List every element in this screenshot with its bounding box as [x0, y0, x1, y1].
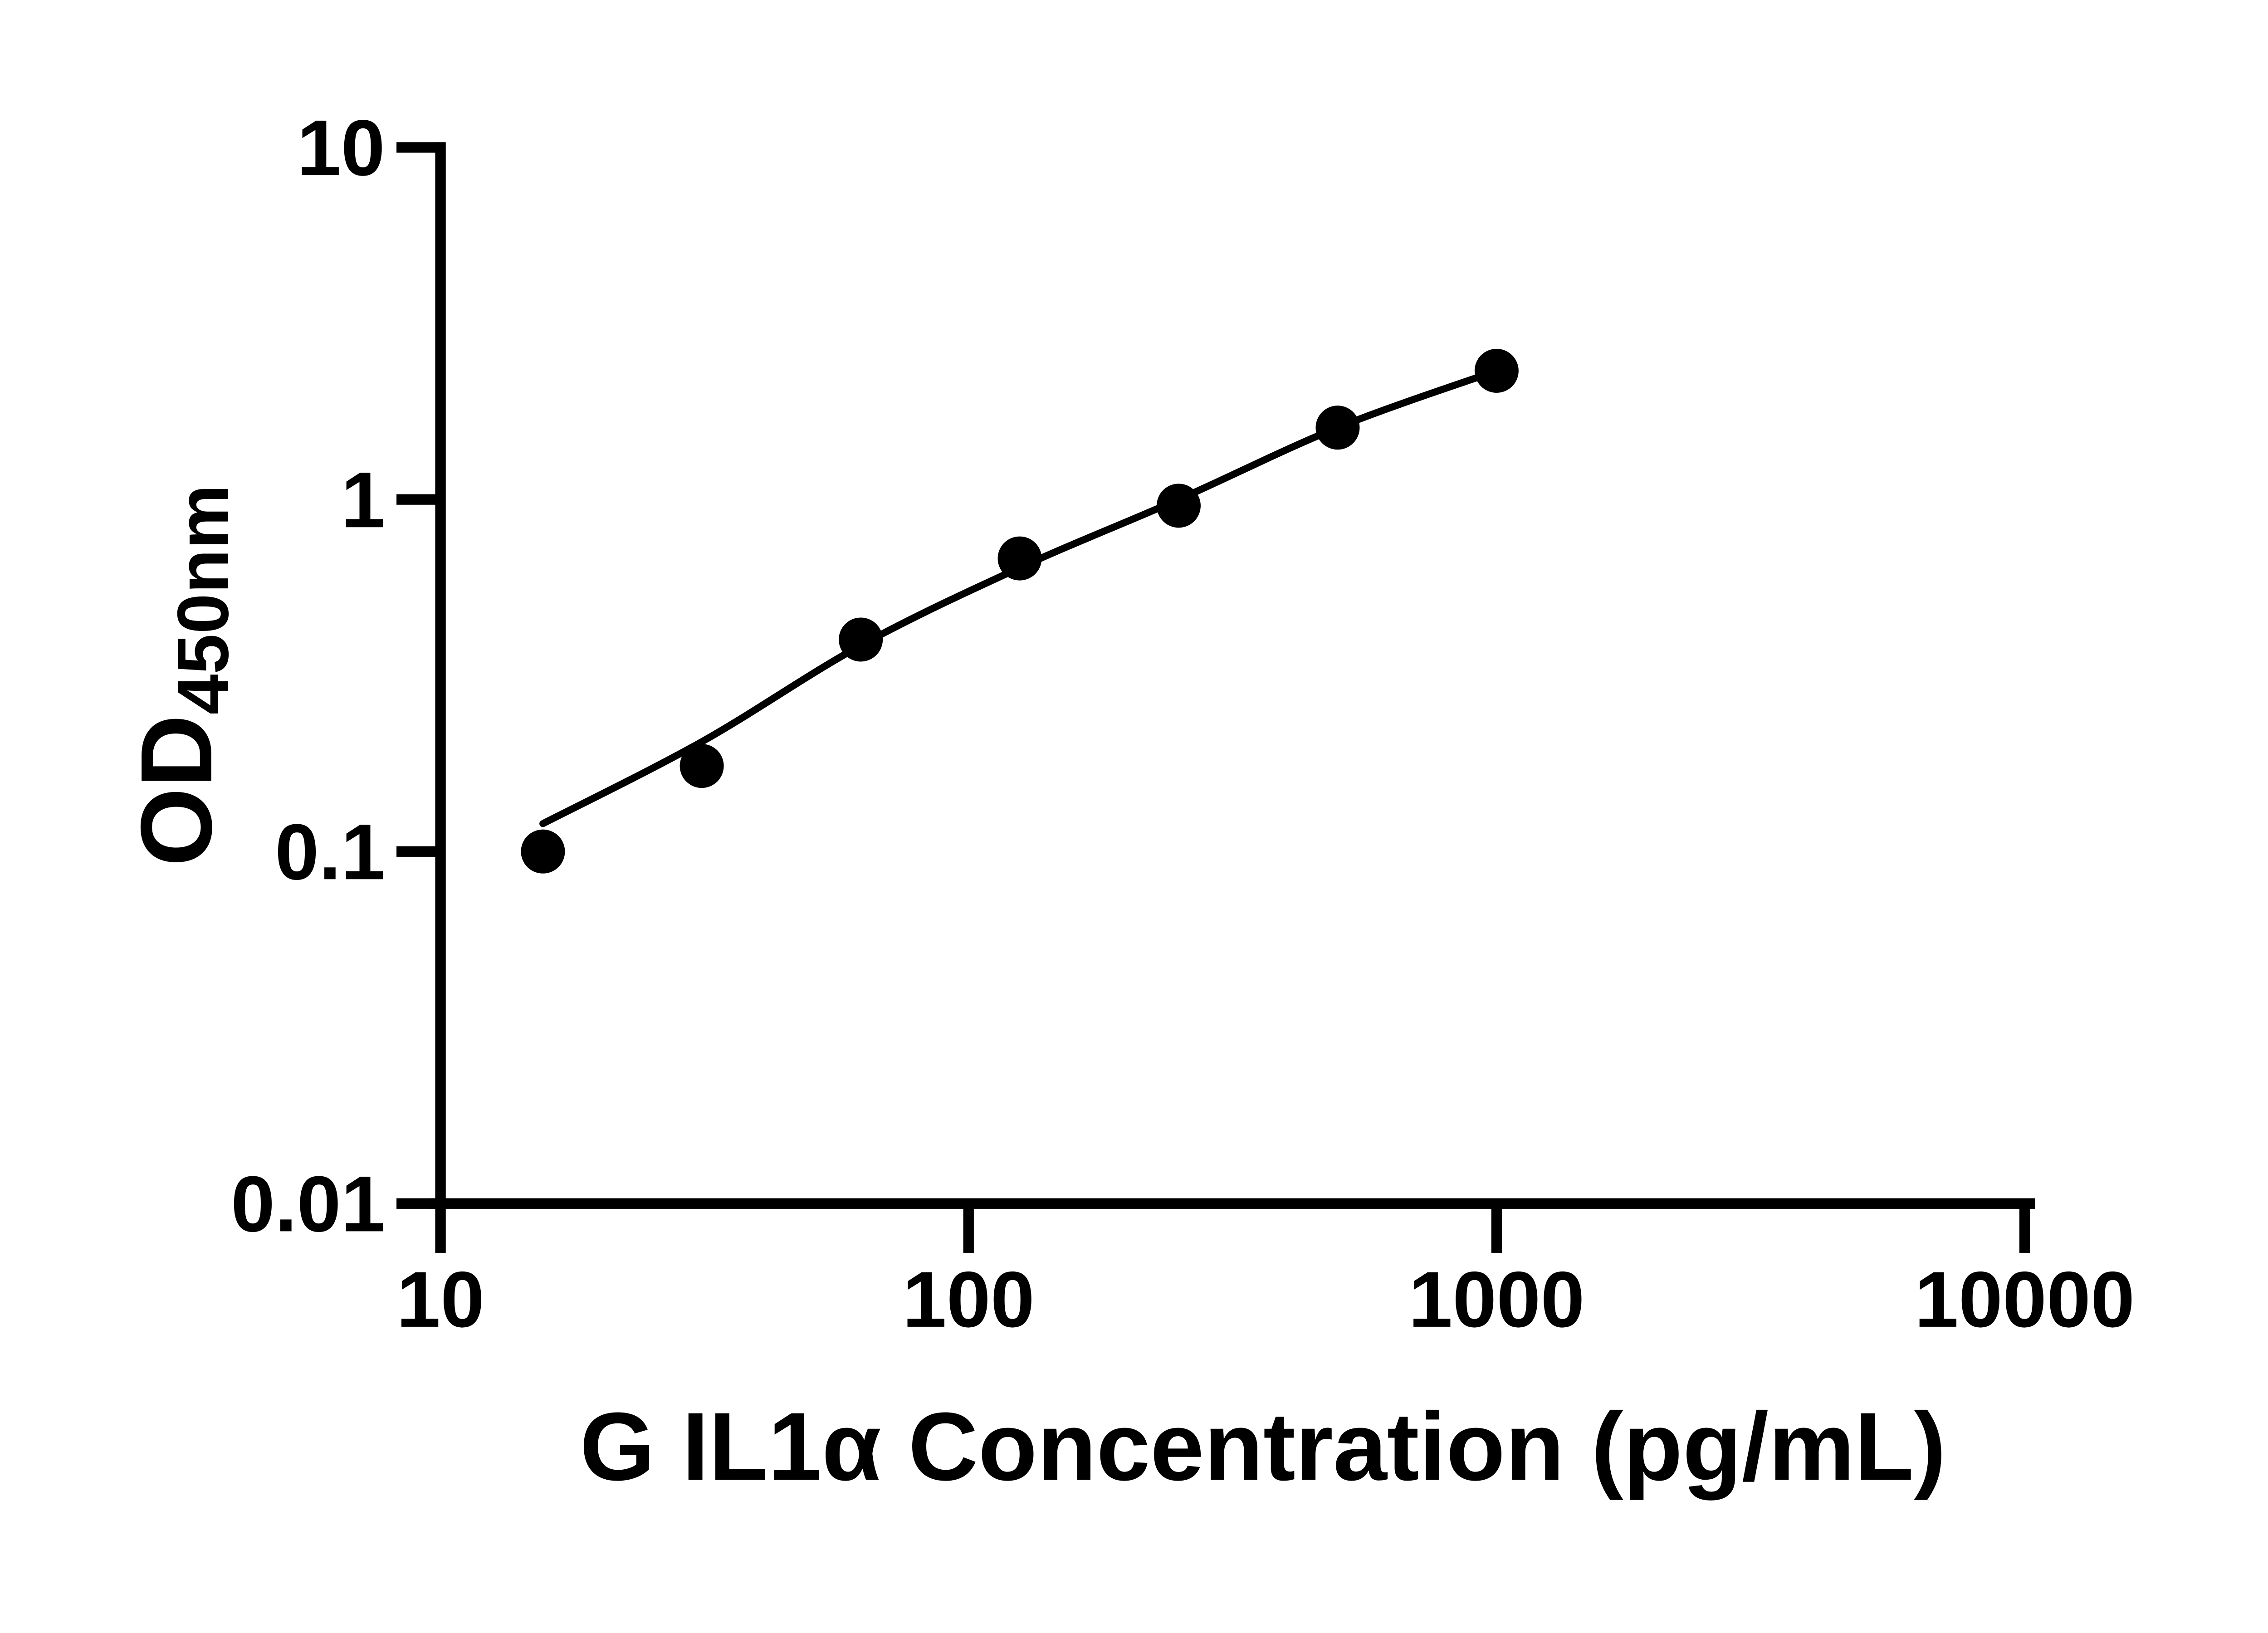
y-axis-title-main: OD	[120, 714, 233, 866]
x-tick-label-100: 100	[903, 1256, 1035, 1344]
data-point-1000	[1474, 348, 1519, 393]
x-tick-label-10: 10	[396, 1256, 484, 1344]
y-tick-label-10: 10	[297, 104, 385, 192]
data-point-15.63	[521, 829, 565, 874]
y-axis-title: OD450nm	[120, 484, 244, 866]
data-point-31.25	[679, 744, 724, 788]
y-tick-label-0.01: 0.01	[231, 1160, 385, 1248]
y-tick-label-0.1: 0.1	[275, 808, 385, 896]
x-axis-title: G IL1α Concentration (pg/mL)	[580, 1393, 1946, 1501]
data-point-125	[997, 536, 1042, 581]
data-points	[521, 348, 1519, 874]
axis-ticks	[396, 142, 2030, 1253]
y-axis-title-subscript: 450nm	[162, 484, 244, 714]
data-point-250	[1156, 484, 1201, 528]
data-point-62.5	[839, 617, 883, 662]
x-tick-label-1000: 1000	[1408, 1256, 1584, 1344]
x-tick-label-10000: 10000	[1915, 1256, 2135, 1344]
elisa-standard-curve-figure: 10 1 0.1 0.01 10 100 1000 10000 G IL1α Concentr…	[120, 104, 2135, 1501]
data-point-500	[1315, 406, 1360, 450]
y-tick-label-1: 1	[341, 456, 385, 544]
axes	[430, 142, 2035, 1209]
